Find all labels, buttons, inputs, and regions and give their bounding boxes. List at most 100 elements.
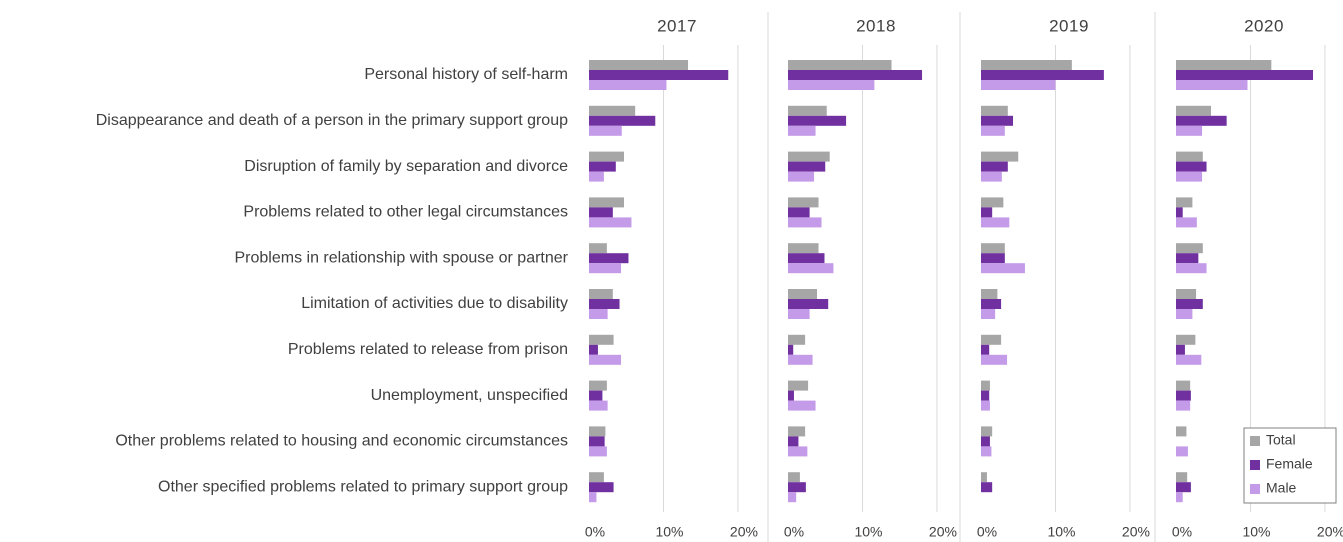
bar <box>981 151 1019 162</box>
bar <box>981 482 993 493</box>
bar <box>589 380 607 391</box>
bar <box>1176 492 1183 503</box>
bar <box>788 289 818 299</box>
bar <box>981 105 1008 116</box>
bar <box>788 446 808 457</box>
bar <box>589 161 616 172</box>
bar <box>788 309 810 319</box>
bar <box>1176 60 1272 70</box>
bar <box>981 289 998 299</box>
category-label: Limitation of activities due to disabili… <box>301 295 568 312</box>
bar <box>589 263 622 274</box>
bar <box>981 263 1025 274</box>
category-label: Unemployment, unspecified <box>371 387 568 404</box>
bar <box>788 253 825 264</box>
x-tick-label: 0% <box>784 524 804 540</box>
bar <box>1176 263 1207 274</box>
bar <box>788 70 923 80</box>
bar <box>589 197 624 208</box>
bar <box>1176 243 1203 254</box>
bar <box>981 207 993 218</box>
bar <box>981 309 996 319</box>
bar <box>1176 105 1211 116</box>
bar <box>981 380 990 391</box>
bar <box>589 446 607 457</box>
bar <box>1176 161 1207 172</box>
bar <box>589 492 597 503</box>
bar <box>981 344 990 355</box>
bar <box>589 207 613 218</box>
x-tick-label: 0% <box>977 524 997 540</box>
bar <box>788 161 826 172</box>
bar <box>589 426 606 437</box>
bar <box>1176 472 1188 483</box>
bar <box>981 334 1002 345</box>
legend-swatch <box>1250 484 1260 494</box>
bar <box>1176 151 1203 162</box>
bar <box>1176 125 1203 136</box>
x-tick-label: 10% <box>1047 524 1075 540</box>
bar <box>589 344 598 355</box>
category-label: Disappearance and death of a person in t… <box>96 112 568 129</box>
bar <box>981 161 1008 172</box>
bar <box>788 344 794 355</box>
legend-label: Male <box>1266 480 1297 496</box>
legend-swatch <box>1250 460 1260 470</box>
bar <box>1176 299 1203 309</box>
bar <box>1176 482 1191 493</box>
x-tick-label: 0% <box>1172 524 1192 540</box>
bar <box>788 217 822 228</box>
bar <box>589 151 624 162</box>
bar <box>1176 289 1197 299</box>
bar <box>589 105 636 116</box>
bar <box>788 207 810 218</box>
bar <box>981 60 1072 70</box>
x-tick-label: 20% <box>730 524 758 540</box>
bar <box>788 492 797 503</box>
bar <box>1176 309 1193 319</box>
x-tick-label: 10% <box>854 524 882 540</box>
bar <box>981 390 990 401</box>
bar <box>1176 380 1191 391</box>
x-tick-label: 20% <box>1317 524 1343 540</box>
bar <box>981 197 1004 208</box>
bar <box>788 299 829 309</box>
bar <box>589 70 729 80</box>
bar <box>981 446 992 457</box>
bar <box>788 151 830 162</box>
bar <box>589 334 614 345</box>
bar <box>981 472 987 483</box>
category-label: Other problems related to housing and ec… <box>115 433 568 450</box>
x-tick-label: 20% <box>1122 524 1150 540</box>
bar <box>1176 217 1197 228</box>
bar <box>981 70 1104 80</box>
bar <box>981 217 1010 228</box>
x-tick-label: 10% <box>1242 524 1270 540</box>
bar <box>788 80 875 90</box>
bar <box>981 354 1008 365</box>
bar <box>589 482 614 493</box>
bar <box>589 80 667 90</box>
bar <box>589 171 604 182</box>
bar <box>589 400 608 411</box>
legend-label: Total <box>1266 432 1296 448</box>
bar <box>981 299 1002 309</box>
bar <box>788 60 892 70</box>
category-label: Problems related to other legal circumst… <box>243 204 568 221</box>
x-tick-label: 20% <box>929 524 957 540</box>
bar <box>788 380 809 391</box>
bar <box>788 482 806 493</box>
bar <box>981 253 1005 264</box>
bar <box>589 309 608 319</box>
bar <box>589 299 620 309</box>
bar <box>1176 253 1199 264</box>
category-label: Disruption of family by separation and d… <box>244 158 568 175</box>
bar <box>1176 390 1191 401</box>
panel-title: 2020 <box>1244 16 1284 35</box>
bar <box>788 125 816 136</box>
bar <box>788 197 819 208</box>
category-label: Other specified problems related to prim… <box>158 478 568 495</box>
bar <box>1176 197 1193 208</box>
bar <box>1176 354 1202 365</box>
